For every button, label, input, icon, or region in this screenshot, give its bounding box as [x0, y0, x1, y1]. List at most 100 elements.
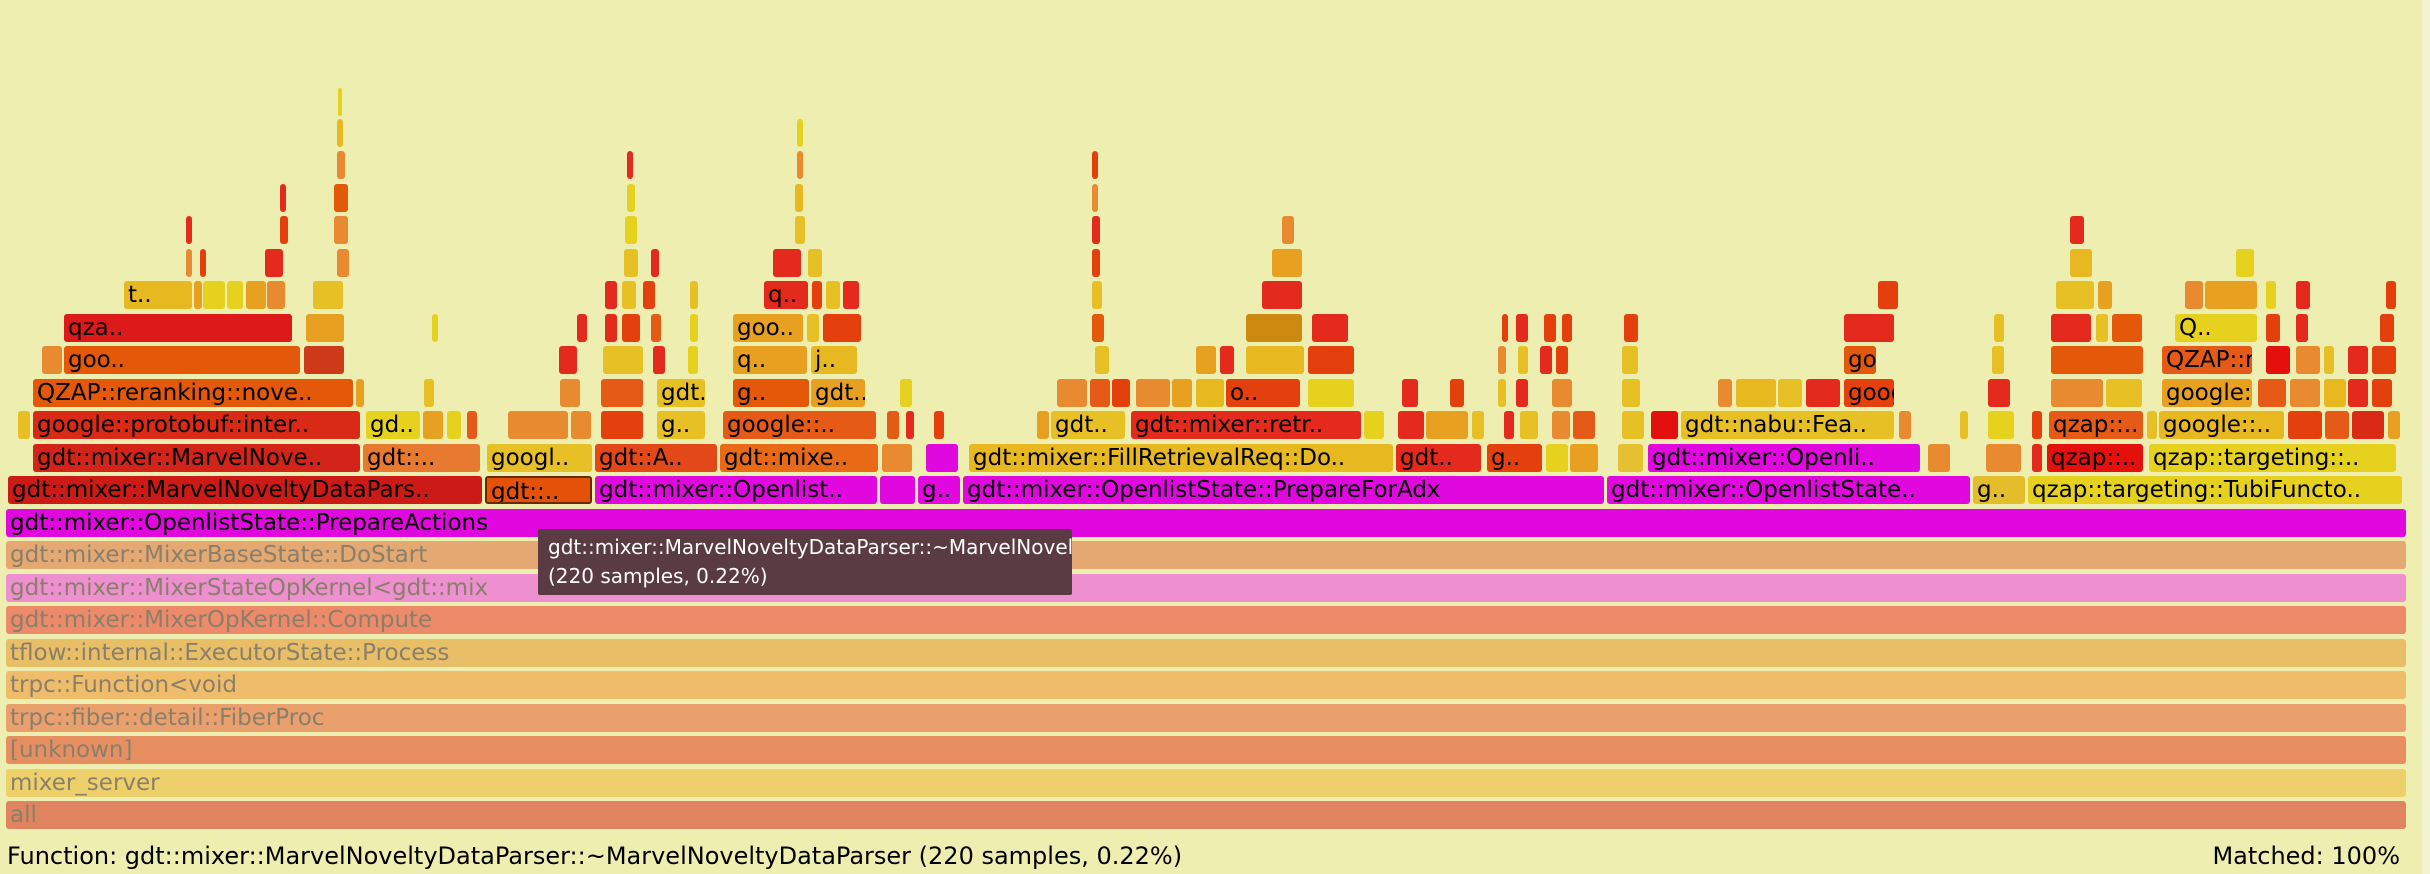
- frame-small-d12f[interactable]: [571, 411, 591, 439]
- frame-small-d17g[interactable]: [773, 249, 801, 277]
- frame-spike-s[interactable]: [1282, 216, 1294, 244]
- frame-small-d13aa[interactable]: [2290, 379, 2320, 407]
- frame-small-d13n[interactable]: [1450, 379, 1464, 407]
- frame-small-d15i[interactable]: [823, 314, 861, 342]
- frame-small-d16s[interactable]: [2185, 281, 2203, 309]
- frame-small-d17f[interactable]: [651, 249, 659, 277]
- frame-small-d16u[interactable]: [2296, 281, 2310, 309]
- frame-small-d12o[interactable]: [1472, 411, 1484, 439]
- frame-small-d11d[interactable]: [1570, 444, 1598, 472]
- frame-small-d13y[interactable]: [2106, 379, 2142, 407]
- frame-small-d12i[interactable]: [906, 411, 914, 439]
- frame-qza[interactable]: goo..: [733, 314, 803, 342]
- frame-mixer-server[interactable]: mixer_server: [6, 769, 2406, 797]
- frame-spike-j[interactable]: [627, 184, 635, 212]
- frame-small-d17c[interactable]: [200, 249, 206, 277]
- frame-small-d13s[interactable]: [1718, 379, 1732, 407]
- frame-gdt-alloc[interactable]: gdt::A..: [595, 444, 717, 472]
- frame-gdt-d[interactable]: gdt..: [1051, 411, 1125, 439]
- frame-small-d16i[interactable]: [643, 281, 655, 309]
- frame-small-d12d[interactable]: [467, 411, 477, 439]
- frame-mixer-base-state-dostart[interactable]: gdt::mixer::MixerBaseState::DoStart: [6, 541, 2406, 569]
- frame-small-d15h[interactable]: [807, 314, 819, 342]
- frame-small-d11h[interactable]: [2032, 444, 2042, 472]
- frame-small-d12a[interactable]: [18, 411, 30, 439]
- frame-small-d16p[interactable]: [1878, 281, 1898, 309]
- frame-gdt-mixe[interactable]: gdt::mixe..: [720, 444, 878, 472]
- frame-marvel-novelty-data-parser[interactable]: gdt::mixer::MarvelNoveltyDataPars..: [8, 476, 482, 504]
- frame-spike-i[interactable]: [625, 216, 637, 244]
- frame-small-d13i[interactable]: [1136, 379, 1170, 407]
- frame-gdt-f[interactable]: o..: [1226, 379, 1300, 407]
- frame-prepare-for-adx[interactable]: gdt::mixer::OpenlistState::PrepareForAdx: [963, 476, 1604, 504]
- frame-small-d15r[interactable]: [1844, 314, 1894, 342]
- frame-google-c[interactable]: google::..: [2159, 411, 2284, 439]
- frame-small-d16t[interactable]: [2266, 281, 2276, 309]
- frame-fiber-proc[interactable]: trpc::fiber::detail::FiberProc: [6, 704, 2406, 732]
- frame-small-d12s[interactable]: [1573, 411, 1595, 439]
- frame-small-d14l[interactable]: [1498, 346, 1506, 374]
- frame-spike-f[interactable]: [186, 216, 192, 244]
- frame-spike-t[interactable]: [2070, 216, 2084, 244]
- frame-small-d12m[interactable]: [1398, 411, 1424, 439]
- frame-mixer-op-kernel-compute[interactable]: gdt::mixer::MixerOpKernel::Compute: [6, 606, 2406, 634]
- frame-small-d16o[interactable]: [1262, 281, 1302, 309]
- frame-spike-h[interactable]: [280, 184, 286, 212]
- frame-small-d12c[interactable]: [447, 411, 461, 439]
- frame-small-d12h[interactable]: [887, 411, 899, 439]
- frame-small-d14t[interactable]: [2296, 346, 2320, 374]
- frame-small-d14p[interactable]: [1622, 346, 1638, 374]
- frame-small-d16c[interactable]: [227, 281, 243, 309]
- frame-small-d14h[interactable]: [1196, 346, 1216, 374]
- frame-small-d15l[interactable]: [1312, 314, 1348, 342]
- frame-google-b[interactable]: google::..: [723, 411, 876, 439]
- frame-small-d14v[interactable]: [2348, 346, 2368, 374]
- frame-small-d15b[interactable]: [432, 314, 438, 342]
- frame-small-d12j[interactable]: [934, 411, 944, 439]
- frame-small-d13a[interactable]: [356, 379, 364, 407]
- frame-small-d16q[interactable]: [2056, 281, 2094, 309]
- frame-small-d17a[interactable]: [265, 249, 283, 277]
- frame-small-d14g[interactable]: [1095, 346, 1109, 374]
- frame-small-d16m[interactable]: [843, 281, 859, 309]
- frame-small-d13r[interactable]: [1622, 379, 1640, 407]
- frame-small-d12z[interactable]: [2147, 411, 2157, 439]
- frame-small-d14n[interactable]: [1540, 346, 1552, 374]
- frame-small-d15f[interactable]: [651, 314, 661, 342]
- frame-small-d14f[interactable]: [688, 346, 698, 374]
- frame-google-protobuf-a[interactable]: goo..: [64, 346, 300, 374]
- frame-small-d12g[interactable]: [601, 411, 643, 439]
- frame-small-d12u[interactable]: [1651, 411, 1678, 439]
- frame-small-d12t[interactable]: [1622, 411, 1644, 439]
- frame-g-b[interactable]: g..: [1973, 476, 2025, 504]
- frame-small-d14b[interactable]: [304, 346, 344, 374]
- frame-small-d15w[interactable]: [2266, 314, 2280, 342]
- frame-executor-state-process[interactable]: tflow::internal::ExecutorState::Process: [6, 639, 2406, 667]
- frame-marvel-nove[interactable]: gdt::mixer::MarvelNove..: [33, 444, 360, 472]
- frame-small-d14i[interactable]: [1220, 346, 1234, 374]
- frame-spike-o[interactable]: [797, 119, 803, 147]
- frame-small-d14j[interactable]: [1246, 346, 1304, 374]
- frame-goo-b[interactable]: Q..: [2175, 314, 2257, 342]
- frame-q-a[interactable]: j..: [811, 346, 857, 374]
- frame-gdt-nabu-fea[interactable]: gdt::nabu::Fea..: [1681, 411, 1894, 439]
- frame-j[interactable]: goog..: [1844, 346, 1876, 374]
- frame-spike-g[interactable]: [280, 216, 288, 244]
- frame-goog-b[interactable]: QZAP::rerankin..: [2162, 346, 2252, 374]
- frame-small-d14a[interactable]: [42, 346, 62, 374]
- frame-small-d15a[interactable]: [306, 314, 344, 342]
- frame-small-d12x[interactable]: [1988, 411, 2014, 439]
- frame-small-d15q[interactable]: [1624, 314, 1638, 342]
- frame-tubi-functor[interactable]: qzap::targeting::TubiFuncto..: [2028, 476, 2402, 504]
- frame-qzap-rerankin[interactable]: qza..: [64, 314, 292, 342]
- frame-gdt-mixer-retr[interactable]: gdt::mixer::retr..: [1131, 411, 1361, 439]
- frame-spike-a[interactable]: [334, 216, 348, 244]
- frame-small-d15v[interactable]: [2112, 314, 2142, 342]
- frame-small-d16k[interactable]: [812, 281, 822, 309]
- frame-gdt-a[interactable]: gdt::..: [485, 476, 592, 504]
- frame-q-b[interactable]: t..: [124, 281, 192, 309]
- frame-g-e[interactable]: gdt..: [657, 379, 705, 407]
- frame-small-d12q[interactable]: [1520, 411, 1538, 439]
- frame-small-d13v[interactable]: [1806, 379, 1840, 407]
- frame-small-d16e[interactable]: [267, 281, 285, 309]
